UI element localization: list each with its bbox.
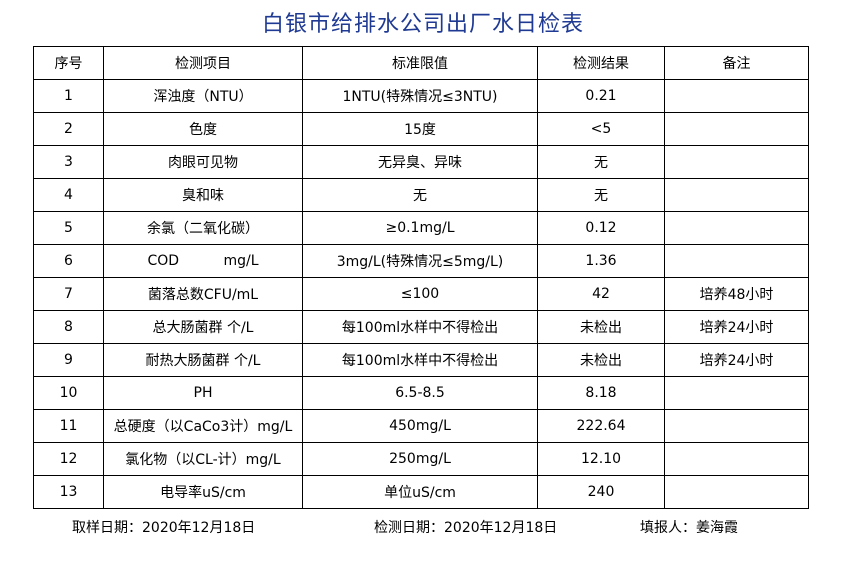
table-row: 10 PH 6.5-8.5 8.18 xyxy=(33,376,809,410)
standard-limit-cell: 450mg/L xyxy=(302,409,538,443)
test-item-cell: 总大肠菌群 个/L xyxy=(103,310,303,344)
table-row: 12 氯化物（以CL-计）mg/L 250mg/L 12.10 xyxy=(33,442,809,476)
test-item-cell: 耐热大肠菌群 个/L xyxy=(103,343,303,377)
table-row: 9 耐热大肠菌群 个/L 每100ml水样中不得检出 未检出 培养24小时 xyxy=(33,343,809,377)
table-row: 7 菌落总数CFU/mL ≤100 42 培养48小时 xyxy=(33,277,809,311)
table-row: 3 肉眼可见物 无异臭、异味无 xyxy=(33,145,809,179)
header-cell: 备注 xyxy=(664,46,809,80)
test-item-cell: 色度 xyxy=(103,112,303,146)
test-item-cell: 肉眼可见物 xyxy=(103,145,303,179)
test-item-cell: PH xyxy=(103,376,303,410)
standard-limit-cell: ≥0.1mg/L xyxy=(302,211,538,245)
remark-cell xyxy=(664,112,809,146)
test-result-cell: 222.64 xyxy=(537,409,665,443)
standard-limit-cell: 15度 xyxy=(302,112,538,146)
row-number-cell: 11 xyxy=(33,409,104,443)
remark-cell: 培养24小时 xyxy=(664,310,809,344)
standard-limit-cell: 无异臭、异味 xyxy=(302,145,538,179)
table-row: 2 色度 15度 <5 xyxy=(33,112,809,146)
standard-limit-cell: 无 xyxy=(302,178,538,212)
table-row: 13 电导率uS/cm 单位uS/cm 240 xyxy=(33,475,809,509)
row-number-cell: 12 xyxy=(33,442,104,476)
standard-limit-cell: 每100ml水样中不得检出 xyxy=(302,310,538,344)
standard-limit-cell: 250mg/L xyxy=(302,442,538,476)
test-result-cell: 12.10 xyxy=(537,442,665,476)
remark-cell xyxy=(664,145,809,179)
table-row: 11 总硬度（以CaCo3计）mg/L 450mg/L 222.64 xyxy=(33,409,809,443)
remark-cell xyxy=(664,211,809,245)
remark-cell xyxy=(664,178,809,212)
test-item-cell: 臭和味 xyxy=(103,178,303,212)
reporter: 填报人：姜海霞 xyxy=(640,520,738,536)
standard-limit-cell: 单位uS/cm xyxy=(302,475,538,509)
remark-cell xyxy=(664,79,809,113)
test-result-cell: 0.21 xyxy=(537,79,665,113)
table-row: 6 COD mg/L 3mg/L(特殊情况≤5mg/L) 1.36 xyxy=(33,244,809,278)
row-number-cell: 5 xyxy=(33,211,104,245)
test-result-cell: 未检出 xyxy=(537,343,665,377)
remark-cell xyxy=(664,442,809,476)
test-date: 检测日期：2020年12月18日 xyxy=(374,520,558,536)
remark-cell xyxy=(664,244,809,278)
test-result-cell: 240 xyxy=(537,475,665,509)
remark-cell xyxy=(664,376,809,410)
standard-limit-cell: 3mg/L(特殊情况≤5mg/L) xyxy=(302,244,538,278)
row-number-cell: 7 xyxy=(33,277,104,311)
test-result-cell: 1.36 xyxy=(537,244,665,278)
table-row: 4 臭和味无无 xyxy=(33,178,809,212)
row-number-cell: 8 xyxy=(33,310,104,344)
row-number-cell: 3 xyxy=(33,145,104,179)
test-result-cell: <5 xyxy=(537,112,665,146)
table-row: 5 余氯（二氧化碳） ≥0.1mg/L 0.12 xyxy=(33,211,809,245)
row-number-cell: 1 xyxy=(33,79,104,113)
header-cell: 标准限值 xyxy=(302,46,538,80)
test-item-cell: 氯化物（以CL-计）mg/L xyxy=(103,442,303,476)
test-item-cell: 电导率uS/cm xyxy=(103,475,303,509)
test-result-cell: 0.12 xyxy=(537,211,665,245)
test-item-cell: 余氯（二氧化碳） xyxy=(103,211,303,245)
table-row: 8 总大肠菌群 个/L 每100ml水样中不得检出 未检出 培养24小时 xyxy=(33,310,809,344)
test-result-cell: 8.18 xyxy=(537,376,665,410)
row-number-cell: 13 xyxy=(33,475,104,509)
page-title: 白银市给排水公司出厂水日检表 xyxy=(261,12,584,37)
standard-limit-cell: 1NTU(特殊情况≤3NTU) xyxy=(302,79,538,113)
header-cell: 检测结果 xyxy=(537,46,665,80)
remark-cell xyxy=(664,475,809,509)
row-number-cell: 2 xyxy=(33,112,104,146)
row-number-cell: 9 xyxy=(33,343,104,377)
row-number-cell: 10 xyxy=(33,376,104,410)
test-result-cell: 42 xyxy=(537,277,665,311)
sample-date: 取样日期：2020年12月18日 xyxy=(72,520,256,536)
test-result-cell: 无 xyxy=(537,145,665,179)
remark-cell xyxy=(664,409,809,443)
test-result-cell: 未检出 xyxy=(537,310,665,344)
row-number-cell: 4 xyxy=(33,178,104,212)
table-row: 1 浑浊度（NTU） 1NTU(特殊情况≤3NTU) 0.21 xyxy=(33,79,809,113)
standard-limit-cell: 6.5-8.5 xyxy=(302,376,538,410)
standard-limit-cell: 每100ml水样中不得检出 xyxy=(302,343,538,377)
header-cell: 检测项目 xyxy=(103,46,303,80)
header-row: 序号 检测项目 标准限值 检测结果 备注 xyxy=(33,46,809,80)
remark-cell: 培养24小时 xyxy=(664,343,809,377)
test-item-cell: 总硬度（以CaCo3计）mg/L xyxy=(103,409,303,443)
test-result-cell: 无 xyxy=(537,178,665,212)
test-item-cell: 浑浊度（NTU） xyxy=(103,79,303,113)
row-number-cell: 6 xyxy=(33,244,104,278)
remark-cell: 培养48小时 xyxy=(664,277,809,311)
test-item-cell: COD mg/L xyxy=(103,244,303,278)
standard-limit-cell: ≤100 xyxy=(302,277,538,311)
test-item-cell: 菌落总数CFU/mL xyxy=(103,277,303,311)
header-cell: 序号 xyxy=(33,46,104,80)
inspection-table: 序号 检测项目 标准限值 检测结果 备注 1 浑浊度（NTU） 1NTU(特殊情况≤… xyxy=(33,46,809,509)
